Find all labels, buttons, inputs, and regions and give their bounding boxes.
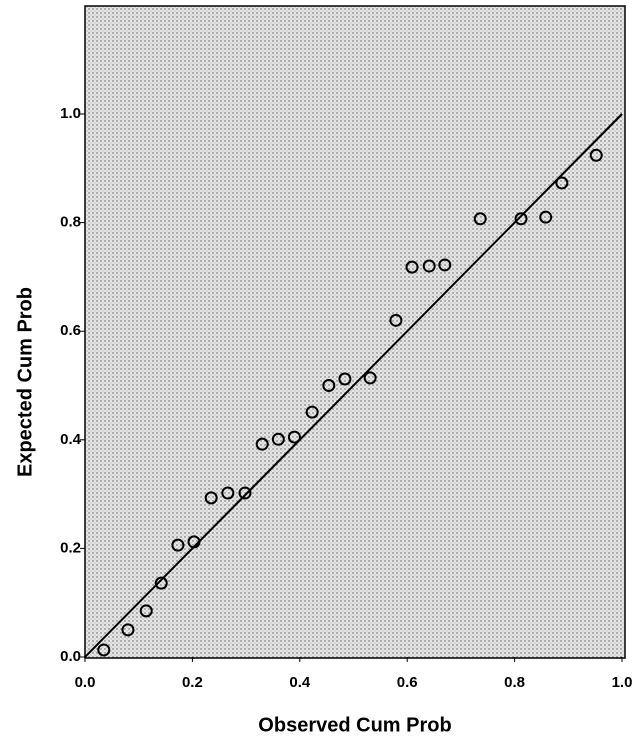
y-tick-label: 0.0 (60, 648, 81, 665)
reference-line (84, 113, 623, 658)
y-tick-label: 0.6 (60, 322, 81, 339)
y-tick-label: 1.0 (60, 105, 81, 122)
point (405, 260, 419, 274)
point (473, 212, 487, 226)
point (338, 372, 352, 386)
point (589, 148, 603, 162)
point (305, 405, 319, 419)
x-tick-label: 0.6 (397, 674, 418, 691)
point (514, 212, 528, 226)
x-tick-label: 0.4 (289, 674, 311, 691)
point (187, 535, 201, 549)
point (539, 210, 553, 224)
point (221, 486, 235, 500)
x-tick-label: 1.0 (612, 674, 633, 691)
point (322, 379, 336, 392)
point (204, 491, 218, 505)
point (363, 371, 377, 385)
y-tick-label: 0.2 (60, 539, 81, 556)
x-tick-label: 0.2 (182, 674, 203, 691)
point (555, 176, 569, 190)
point (121, 623, 135, 637)
point (287, 430, 301, 444)
point (389, 313, 403, 327)
point (154, 576, 168, 590)
point (255, 437, 269, 451)
x-tick-label: 0.0 (75, 674, 96, 691)
point (438, 258, 452, 272)
x-tick-label: 0.8 (504, 674, 525, 691)
point (97, 643, 111, 657)
y-axis-title: Expected Cum Prob (14, 287, 36, 477)
point (238, 486, 252, 500)
x-axis-title: Observed Cum Prob (258, 714, 451, 736)
y-tick-label: 0.4 (60, 431, 82, 448)
point (271, 432, 285, 446)
point (422, 259, 436, 273)
point (171, 538, 185, 552)
plot-area (84, 5, 626, 659)
point (139, 604, 153, 618)
y-tick-label: 0.8 (60, 214, 81, 231)
